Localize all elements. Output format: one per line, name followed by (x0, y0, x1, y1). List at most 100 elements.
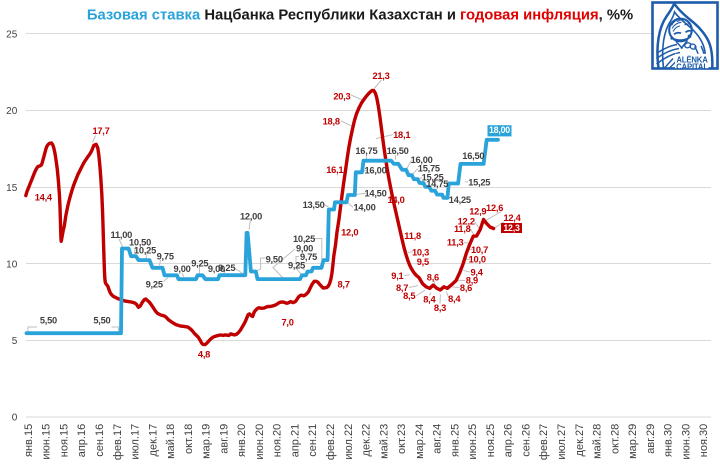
svg-text:9,75: 9,75 (157, 251, 174, 261)
svg-text:9,25: 9,25 (288, 261, 305, 271)
svg-text:18,00: 18,00 (489, 125, 510, 135)
svg-text:9,00: 9,00 (173, 264, 190, 274)
svg-text:дек.22: дек.22 (361, 424, 373, 457)
svg-text:янв.30: янв.30 (663, 424, 675, 457)
svg-text:15: 15 (6, 183, 18, 194)
svg-text:10,3: 10,3 (412, 247, 429, 257)
svg-text:9,50: 9,50 (266, 254, 283, 264)
svg-text:май.23: май.23 (378, 424, 390, 459)
svg-text:10,25: 10,25 (293, 234, 315, 244)
svg-text:мар.24: мар.24 (414, 424, 426, 459)
svg-text:16,75: 16,75 (355, 146, 377, 156)
svg-text:дек.27: дек.27 (574, 424, 586, 457)
svg-text:15,25: 15,25 (422, 173, 444, 183)
svg-text:апр.21: апр.21 (289, 424, 301, 457)
svg-text:18,8: 18,8 (323, 117, 340, 127)
svg-text:12,2: 12,2 (458, 216, 475, 226)
svg-text:16,00: 16,00 (364, 165, 386, 175)
svg-text:10: 10 (6, 259, 18, 270)
svg-text:11,8: 11,8 (404, 231, 421, 241)
svg-text:12,00: 12,00 (240, 211, 262, 221)
svg-text:8,3: 8,3 (434, 303, 446, 313)
svg-text:авг.19: авг.19 (218, 424, 230, 454)
svg-text:8,7: 8,7 (396, 283, 408, 293)
svg-text:8,4: 8,4 (423, 295, 436, 305)
svg-text:10,7: 10,7 (471, 245, 488, 255)
svg-text:9,25: 9,25 (146, 280, 163, 290)
svg-text:июн.30: июн.30 (680, 424, 692, 460)
svg-text:янв.25: янв.25 (449, 424, 461, 457)
svg-text:июл.22: июл.22 (343, 424, 355, 460)
svg-text:ноя.20: ноя.20 (272, 424, 284, 457)
svg-text:20,3: 20,3 (333, 91, 350, 101)
svg-text:окт.28: окт.28 (609, 424, 621, 454)
svg-text:15,75: 15,75 (418, 163, 440, 173)
svg-text:9,00: 9,00 (208, 264, 225, 274)
svg-text:фев.22: фев.22 (325, 424, 337, 460)
svg-text:янв.15: янв.15 (23, 424, 35, 457)
svg-text:июл.17: июл.17 (130, 424, 142, 460)
svg-text:апр.26: апр.26 (503, 424, 515, 457)
svg-text:12,6: 12,6 (486, 203, 503, 213)
svg-text:ALЁNKA: ALЁNKA (676, 55, 708, 64)
svg-text:7,0: 7,0 (282, 318, 294, 328)
svg-text:5,50: 5,50 (93, 316, 110, 326)
svg-text:11,8: 11,8 (454, 224, 471, 234)
svg-text:окт.23: окт.23 (396, 424, 408, 454)
svg-text:9,00: 9,00 (296, 243, 313, 253)
svg-text:16,1: 16,1 (326, 165, 343, 175)
svg-text:12,9: 12,9 (469, 207, 486, 217)
svg-text:14,75: 14,75 (426, 179, 448, 189)
svg-text:16,00: 16,00 (411, 155, 433, 165)
svg-text:CAPITAL: CAPITAL (676, 63, 708, 72)
svg-text:апр.16: апр.16 (76, 424, 88, 457)
svg-text:16,50: 16,50 (462, 151, 484, 161)
svg-text:июн.25: июн.25 (467, 424, 479, 460)
svg-text:мар.19: мар.19 (201, 424, 213, 459)
svg-text:9,4: 9,4 (471, 267, 484, 277)
svg-text:Базовая ставка Нацбанка Респуб: Базовая ставка Нацбанка Республики Казах… (87, 8, 633, 24)
svg-text:июн.20: июн.20 (254, 424, 266, 460)
svg-text:мар.29: мар.29 (627, 424, 639, 459)
svg-text:17,7: 17,7 (92, 126, 109, 136)
svg-text:9,1: 9,1 (391, 271, 403, 281)
svg-text:9,5: 9,5 (417, 257, 429, 267)
svg-text:8,5: 8,5 (403, 291, 415, 301)
svg-text:8,6: 8,6 (427, 272, 439, 282)
svg-text:0: 0 (12, 413, 18, 424)
svg-text:5,50: 5,50 (40, 316, 57, 326)
svg-text:май.18: май.18 (165, 424, 177, 459)
svg-text:14,4: 14,4 (35, 192, 53, 202)
svg-text:11,3: 11,3 (447, 238, 464, 248)
svg-text:21,3: 21,3 (372, 71, 389, 81)
svg-text:8,6: 8,6 (460, 283, 472, 293)
svg-text:5: 5 (12, 336, 18, 347)
svg-text:авг.29: авг.29 (645, 424, 657, 454)
svg-text:15,25: 15,25 (468, 177, 490, 187)
svg-text:18,1: 18,1 (393, 130, 410, 140)
svg-text:10,50: 10,50 (129, 237, 151, 247)
svg-text:9,75: 9,75 (300, 252, 317, 262)
svg-text:9,25: 9,25 (191, 259, 208, 269)
svg-text:14,0: 14,0 (387, 195, 404, 205)
svg-text:фев.17: фев.17 (112, 424, 124, 460)
svg-text:сен.21: сен.21 (307, 424, 319, 457)
svg-text:8,9: 8,9 (466, 276, 478, 286)
svg-text:10,25: 10,25 (134, 245, 156, 255)
svg-text:11,00: 11,00 (111, 230, 133, 240)
svg-text:12,4: 12,4 (503, 213, 521, 223)
svg-text:фев.27: фев.27 (538, 424, 550, 460)
svg-text:4,8: 4,8 (198, 349, 210, 359)
svg-text:20: 20 (6, 106, 18, 117)
svg-text:янв.20: янв.20 (236, 424, 248, 457)
svg-text:16,50: 16,50 (387, 146, 409, 156)
svg-text:14,25: 14,25 (449, 195, 471, 205)
svg-text:авг.24: авг.24 (432, 424, 444, 454)
svg-text:ноя.25: ноя.25 (485, 424, 497, 457)
svg-text:8,4: 8,4 (448, 294, 461, 304)
svg-text:сен.26: сен.26 (521, 424, 533, 457)
svg-text:8,7: 8,7 (338, 279, 350, 289)
svg-text:июл.27: июл.27 (556, 424, 568, 460)
svg-text:25: 25 (6, 30, 18, 41)
svg-text:ноя.30: ноя.30 (698, 424, 710, 457)
